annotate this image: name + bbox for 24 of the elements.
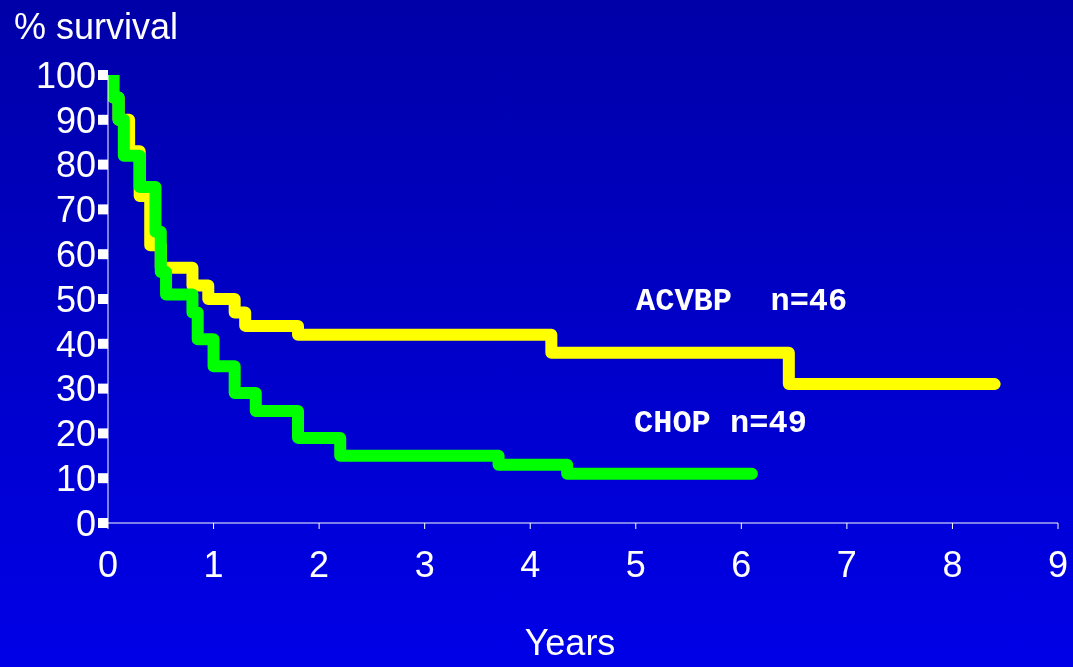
x-tick-label: 4 [520,543,541,585]
x-tick-label: 1 [203,543,224,585]
y-tick-label: 50 [55,278,96,320]
x-tick-label: 9 [1047,543,1069,585]
y-tick-label: 10 [55,457,96,499]
y-tick-label: 0 [75,502,96,544]
x-tick-label: 6 [731,543,752,585]
y-tick-label: 80 [55,144,96,186]
y-tick-label: 20 [55,413,96,455]
x-axis-title: Years [523,622,617,664]
y-tick-label: 40 [55,323,96,365]
x-tick-label: 8 [942,543,963,585]
series-label: ACVBP n=46 [636,282,848,322]
y-tick-label: 100 [35,54,96,96]
x-tick-label: 3 [414,543,435,585]
series-label: CHOP n=49 [634,404,807,444]
x-tick-label: 5 [625,543,646,585]
y-axis-title: % survival [14,6,179,48]
y-tick-label: 60 [55,233,96,275]
y-tick-label: 90 [55,99,96,141]
y-tick-label: 30 [55,368,96,410]
y-tick-label: 70 [55,189,96,231]
x-tick-label: 7 [836,543,857,585]
x-tick-label: 2 [309,543,330,585]
